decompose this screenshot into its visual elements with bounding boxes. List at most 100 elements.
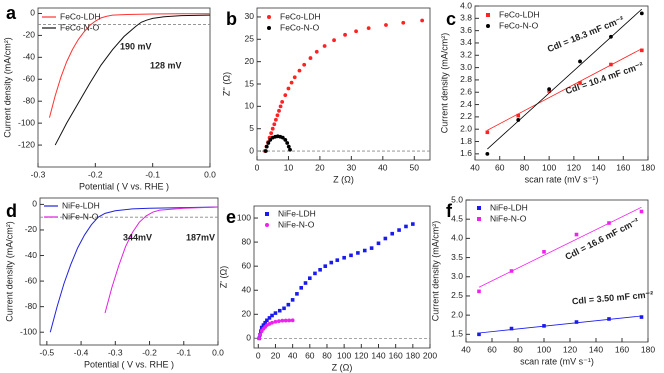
y-tick-label: -100 bbox=[20, 326, 37, 336]
x-tick-label: 60 bbox=[305, 350, 315, 360]
x-tick-label: -0.2 bbox=[142, 347, 157, 357]
point bbox=[639, 209, 644, 214]
point bbox=[282, 306, 286, 311]
y-tick-label: 15 bbox=[245, 78, 255, 88]
x-axis-label: scan rate (mV s⁻¹) bbox=[525, 174, 599, 184]
panel-label: e bbox=[226, 207, 236, 227]
plot-frame bbox=[39, 197, 219, 346]
point bbox=[303, 281, 308, 285]
y-tick-label: 20 bbox=[245, 56, 255, 66]
x-tick-label: 80 bbox=[322, 350, 332, 360]
legend-label: FeCo-N-O bbox=[60, 22, 100, 32]
x-tick-label: 180 bbox=[641, 344, 655, 354]
legend-label: NiFe-LDH bbox=[278, 208, 316, 218]
point bbox=[516, 118, 521, 122]
legend-label: NiFe-N-O bbox=[278, 219, 315, 229]
point bbox=[263, 320, 267, 325]
x-tick-label: 0.0 bbox=[212, 347, 224, 357]
point bbox=[280, 318, 285, 323]
point bbox=[639, 315, 644, 319]
point bbox=[369, 246, 374, 250]
point bbox=[609, 34, 613, 39]
panel-label: d bbox=[6, 201, 17, 221]
point bbox=[278, 104, 283, 109]
point bbox=[290, 298, 295, 302]
point bbox=[283, 318, 288, 323]
legend-label: FeCo-N-O bbox=[280, 22, 320, 32]
x-tick-label: 60 bbox=[487, 344, 497, 354]
point bbox=[509, 326, 514, 331]
y-tick-label: 5.0 bbox=[451, 194, 463, 204]
x-tick-label: 30 bbox=[347, 162, 357, 172]
fit-line bbox=[487, 8, 643, 150]
annotation: 190 mV bbox=[120, 41, 152, 51]
y-tick-label: 100 bbox=[237, 212, 251, 222]
x-axis-label: Potential ( V vs. RHE ) bbox=[79, 181, 169, 191]
annotation: Cdl = 3.50 mF cm⁻² bbox=[572, 289, 654, 306]
point bbox=[314, 49, 319, 54]
point bbox=[280, 135, 285, 140]
point bbox=[349, 253, 353, 258]
y-tick-label: 2.0 bbox=[460, 123, 472, 133]
curve bbox=[104, 206, 219, 314]
y-tick-label: -100 bbox=[18, 117, 35, 127]
x-tick-label: 100 bbox=[542, 162, 556, 172]
y-tick-label: 20 bbox=[242, 309, 252, 319]
x-tick-label: 180 bbox=[641, 162, 655, 172]
fit-line bbox=[487, 48, 643, 131]
point bbox=[286, 144, 291, 149]
panel-label: a bbox=[6, 3, 17, 23]
point bbox=[273, 311, 278, 315]
y-tick-label: 0 bbox=[32, 199, 37, 209]
y-tick-label: 10 bbox=[245, 101, 255, 111]
point bbox=[308, 276, 312, 281]
y-axis-label: Z'' (Ω) bbox=[221, 72, 231, 96]
y-tick-label: -80 bbox=[23, 95, 36, 105]
curve bbox=[54, 14, 211, 146]
point bbox=[275, 113, 280, 118]
legend-label: NiFe-LDH bbox=[62, 200, 100, 210]
legend-label: FeCo-LDH bbox=[60, 11, 101, 21]
x-tick-label: 140 bbox=[591, 162, 605, 172]
x-tick-label: 80 bbox=[520, 162, 530, 172]
y-tick-label: 0 bbox=[249, 145, 254, 155]
point bbox=[390, 231, 395, 236]
point bbox=[404, 224, 408, 229]
y-tick-label: 2.8 bbox=[460, 74, 472, 84]
legend-swatch bbox=[477, 206, 481, 210]
point bbox=[267, 316, 272, 320]
point bbox=[270, 320, 274, 325]
y-tick-label: -120 bbox=[18, 139, 35, 149]
point bbox=[273, 117, 278, 122]
point bbox=[420, 18, 425, 23]
annotation: 187mV bbox=[186, 232, 215, 242]
point bbox=[342, 255, 346, 260]
x-tick-label: 20 bbox=[315, 162, 325, 172]
point bbox=[574, 232, 579, 237]
point bbox=[411, 222, 415, 226]
point bbox=[264, 144, 269, 149]
point bbox=[384, 23, 388, 27]
y-tick-label: 2.5 bbox=[451, 290, 463, 300]
point bbox=[542, 250, 546, 254]
legend-swatch bbox=[477, 217, 481, 221]
y-tick-label: -80 bbox=[25, 301, 38, 311]
point bbox=[574, 320, 579, 324]
y-tick-label: 0 bbox=[246, 333, 251, 343]
point bbox=[313, 271, 317, 276]
y-tick-label: -20 bbox=[23, 30, 36, 40]
point bbox=[277, 108, 281, 113]
point bbox=[257, 336, 262, 341]
x-tick-label: 140 bbox=[589, 344, 603, 354]
point bbox=[323, 264, 328, 268]
point bbox=[308, 56, 313, 60]
point bbox=[401, 20, 406, 25]
y-axis-label: Current density (mA/cm²) bbox=[2, 37, 12, 138]
x-tick-label: 140 bbox=[371, 350, 385, 360]
point bbox=[335, 258, 340, 262]
x-tick-label: -0.1 bbox=[145, 169, 160, 179]
y-tick-label: 3.0 bbox=[460, 62, 472, 72]
y-tick-label: 4.0 bbox=[460, 0, 472, 10]
x-tick-label: 50 bbox=[410, 162, 420, 172]
point bbox=[265, 318, 269, 323]
